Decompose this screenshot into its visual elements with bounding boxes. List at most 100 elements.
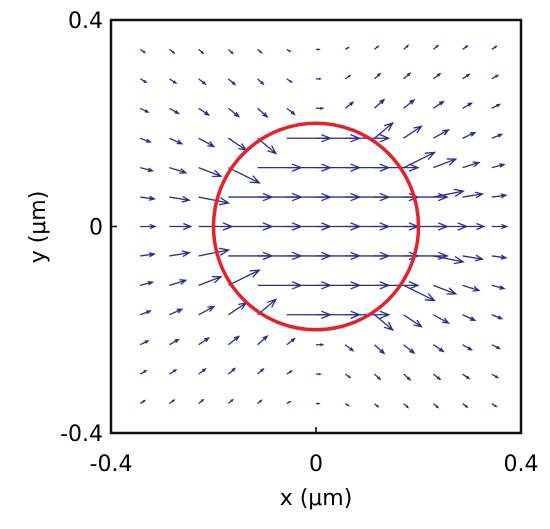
arrow xyxy=(491,223,509,230)
arrow xyxy=(403,98,416,109)
arrow xyxy=(257,367,265,375)
y-axis-label: y (μm) xyxy=(26,191,51,264)
arrow xyxy=(286,337,296,346)
arrow xyxy=(373,98,386,109)
arrow xyxy=(462,131,477,139)
arrow xyxy=(344,101,355,109)
arrow xyxy=(140,223,157,230)
arrow xyxy=(403,151,437,169)
arrow xyxy=(403,373,412,381)
arrow xyxy=(198,275,223,286)
arrow xyxy=(403,284,437,302)
arrow xyxy=(198,196,231,206)
arrow xyxy=(257,399,263,405)
arrow xyxy=(228,269,261,286)
arrow xyxy=(169,368,178,375)
arrow xyxy=(257,48,263,54)
arrow xyxy=(491,403,498,408)
arrow xyxy=(433,255,465,265)
arrow xyxy=(139,107,150,113)
arrow xyxy=(169,78,178,85)
arrow xyxy=(432,72,442,80)
arrow xyxy=(169,308,184,316)
arrow xyxy=(403,72,412,80)
arrow xyxy=(374,163,420,172)
arrow xyxy=(139,137,152,143)
arrow xyxy=(403,314,423,328)
arrow xyxy=(374,403,380,408)
arrow xyxy=(433,158,458,169)
arrow xyxy=(169,250,192,258)
arrow xyxy=(462,403,469,409)
arrow xyxy=(286,78,293,84)
arrow xyxy=(198,48,205,55)
arrow xyxy=(316,402,321,405)
arrow xyxy=(169,338,180,346)
arrow xyxy=(432,344,445,353)
arrow xyxy=(140,252,157,258)
arrow xyxy=(491,45,498,50)
arrow xyxy=(374,45,380,50)
arrow xyxy=(491,133,504,139)
arrow xyxy=(169,279,188,286)
arrow xyxy=(433,188,465,198)
circle-outline xyxy=(211,121,421,332)
arrow xyxy=(198,398,205,405)
arrow xyxy=(169,399,176,405)
arrow xyxy=(198,167,223,178)
arrow xyxy=(198,137,216,148)
arrow xyxy=(316,106,325,110)
x-axis-label: x (μm) xyxy=(280,486,353,511)
arrow xyxy=(344,403,350,407)
arrow xyxy=(169,222,193,231)
arrow xyxy=(257,334,269,346)
arrow xyxy=(316,48,321,51)
arrow xyxy=(403,403,410,409)
arrow xyxy=(403,344,416,355)
arrow xyxy=(462,314,477,322)
arrow xyxy=(198,337,211,346)
arrow xyxy=(139,48,147,54)
arrow xyxy=(286,369,293,375)
arrow xyxy=(374,314,395,332)
y-tick-label: -0.4 xyxy=(60,422,103,447)
arrow xyxy=(462,284,481,292)
arrow xyxy=(491,163,506,169)
arrow xyxy=(227,48,234,55)
arrow xyxy=(140,280,155,286)
arrow xyxy=(432,44,440,50)
arrow xyxy=(403,192,449,202)
arrow xyxy=(403,44,410,50)
arrow xyxy=(227,335,241,346)
plot-frame xyxy=(109,18,523,435)
arrow xyxy=(198,78,207,86)
arrow xyxy=(374,121,395,139)
arrow xyxy=(403,125,423,139)
arrow xyxy=(491,254,508,260)
arrow xyxy=(227,107,241,118)
arrow xyxy=(462,191,485,199)
arrow xyxy=(169,48,176,54)
arrow xyxy=(169,195,192,203)
arrow xyxy=(462,344,474,351)
arrow xyxy=(491,74,500,80)
x-tick-label: -0.4 xyxy=(90,452,133,477)
arrow xyxy=(433,284,458,295)
arrow xyxy=(432,403,440,409)
y-tick-label: 0.4 xyxy=(68,9,103,34)
arrow xyxy=(344,74,352,80)
arrow xyxy=(462,44,469,50)
arrow xyxy=(139,310,152,316)
arrow xyxy=(462,161,481,169)
arrow xyxy=(316,77,323,81)
arrow xyxy=(491,344,502,350)
arrow xyxy=(198,367,207,375)
arrow xyxy=(344,46,350,50)
arrow xyxy=(432,373,442,381)
arrow xyxy=(140,195,157,201)
arrow xyxy=(286,400,292,405)
arrow xyxy=(462,254,485,262)
arrow xyxy=(198,247,231,257)
arrow xyxy=(198,222,234,231)
arrow xyxy=(433,222,469,231)
